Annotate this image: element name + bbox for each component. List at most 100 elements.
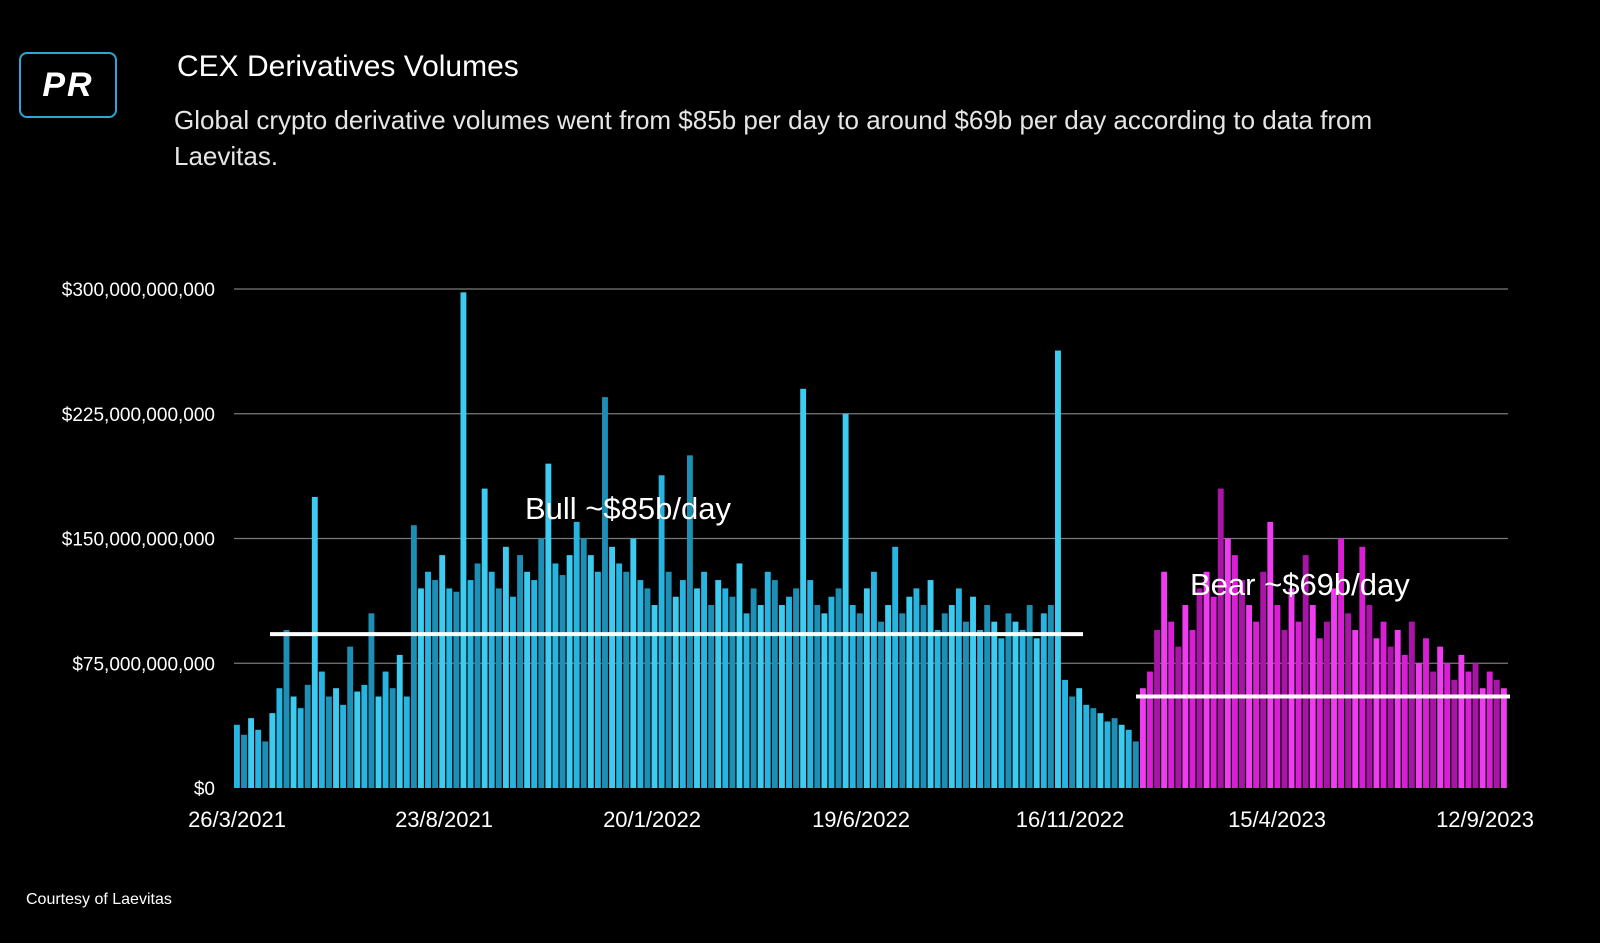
bull-bar [743, 613, 750, 788]
bear-bar [1224, 538, 1231, 788]
x-tick-label: 26/3/2021 [188, 807, 286, 832]
bull-bar [927, 580, 934, 788]
bull-bar [432, 580, 439, 788]
bear-annotation: Bear ~$69b/day [1190, 567, 1410, 602]
bull-bar [1125, 729, 1132, 788]
bull-bar [757, 605, 764, 788]
bull-bar [1019, 629, 1026, 788]
bear-bar [1154, 629, 1160, 788]
x-tick-label: 23/8/2021 [395, 807, 493, 832]
bull-bar [686, 455, 693, 788]
bear-bar [1500, 688, 1507, 788]
bull-bar [333, 688, 339, 788]
bull-bar [481, 488, 488, 788]
bull-bar [701, 571, 708, 788]
bull-bar [835, 588, 842, 788]
bull-bar [722, 588, 729, 788]
bull-bar [517, 555, 523, 788]
bull-bar [977, 629, 984, 788]
bull-bar [410, 525, 417, 788]
bear-bar [1451, 679, 1458, 788]
bull-bar [276, 688, 283, 788]
bull-bar [241, 734, 247, 788]
bull-bar [538, 538, 545, 788]
bull-bar [665, 571, 672, 788]
bear-bar [1288, 588, 1295, 788]
bull-bar [1083, 704, 1090, 788]
bear-bar [1175, 646, 1182, 788]
bull-bar [892, 546, 899, 788]
chart-title: CEX Derivatives Volumes [177, 50, 519, 83]
bull-bar [587, 555, 594, 788]
bull-bar [488, 571, 495, 788]
bull-bar [984, 605, 991, 788]
bull-bar [474, 563, 481, 788]
bear-bar [1196, 588, 1203, 788]
bull-bar [396, 654, 403, 788]
bear-bar [1331, 588, 1337, 788]
bull-bar [1097, 713, 1104, 788]
bull-bar [715, 580, 722, 788]
bull-bar [1104, 721, 1111, 788]
y-tick-label: $0 [194, 779, 215, 800]
bull-bar [998, 638, 1005, 788]
bull-bar [1062, 679, 1068, 788]
bull-bar [347, 646, 354, 788]
bull-bar [559, 575, 566, 788]
bull-bar [913, 588, 920, 788]
bear-bar [1231, 555, 1238, 788]
bull-bar [955, 588, 962, 788]
bull-bar [793, 588, 800, 788]
bull-bar [920, 605, 927, 788]
bull-bar [934, 629, 941, 788]
x-tick-label: 15/4/2023 [1228, 807, 1326, 832]
bull-bar [644, 588, 651, 788]
bull-bar [510, 596, 516, 788]
bull-bar [1055, 350, 1061, 788]
bull-annotation: Bull ~$85b/day [525, 491, 731, 526]
bull-bar [842, 413, 849, 788]
bear-bar [1437, 646, 1444, 788]
bear-bar [1260, 571, 1267, 788]
bull-bar [814, 605, 821, 788]
pr-logo: PR [19, 52, 117, 118]
bull-bar [828, 596, 835, 788]
bull-bar [524, 571, 531, 788]
bear-bar [1408, 621, 1415, 788]
bull-bar [255, 729, 262, 788]
bull-bar [736, 563, 743, 788]
bull-bar [786, 596, 792, 788]
bear-bar [1338, 538, 1345, 788]
bull-bar [453, 591, 460, 788]
bull-bar [679, 580, 686, 788]
bull-bar [304, 684, 311, 788]
bear-bar [1387, 646, 1394, 788]
bull-bar [630, 538, 637, 788]
bull-bar [672, 596, 679, 788]
bear-bar [1210, 596, 1217, 788]
bear-bar [1147, 671, 1153, 788]
bull-bar [283, 629, 290, 788]
bull-bar [297, 708, 304, 788]
bull-bar [425, 571, 431, 788]
bull-bar [899, 613, 906, 788]
bull-bar [418, 588, 424, 788]
bear-bar [1253, 621, 1260, 788]
y-tick-label: $150,000,000,000 [62, 530, 215, 551]
bull-bar [531, 580, 538, 788]
bear-bar [1139, 688, 1146, 788]
bull-bar [552, 563, 559, 788]
bull-bar [1005, 613, 1012, 788]
bull-bar [460, 292, 467, 788]
bull-bar [871, 571, 877, 788]
bull-bar [326, 696, 332, 788]
bull-bar [248, 718, 255, 788]
bull-bar [616, 563, 623, 788]
y-tick-label: $75,000,000,000 [72, 654, 215, 675]
bull-bar [1118, 724, 1125, 788]
bull-bar [694, 588, 700, 788]
bull-bar [1012, 621, 1019, 788]
bear-bar [1168, 621, 1175, 788]
bear-bar [1415, 663, 1422, 788]
x-tick-label: 12/9/2023 [1436, 807, 1534, 832]
